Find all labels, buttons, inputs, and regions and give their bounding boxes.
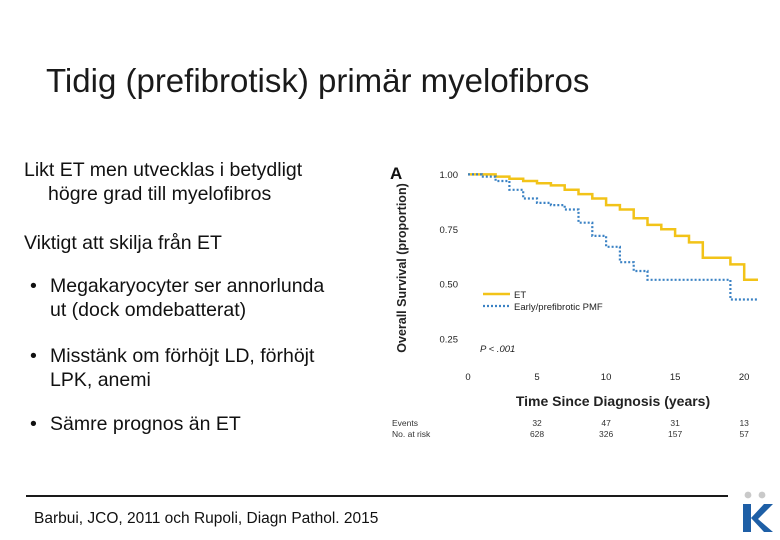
paragraph-1-line-2: högre grad till myelofibros <box>48 183 272 205</box>
x-tick-label: 5 <box>534 372 539 383</box>
risk-events-value: 47 <box>601 418 611 428</box>
survival-chart: A Overall Survival (proportion) Time Sin… <box>390 164 758 439</box>
y-tick-label: 0.25 <box>440 335 459 346</box>
bullet-1-line-2: ut (dock omdebatterat) <box>50 299 247 321</box>
bullet-3-line-1: Sämre prognos än ET <box>50 413 241 435</box>
legend: ET Early/prefibrotic PMF <box>483 290 603 313</box>
slide-title: Tidig (prefibrotisk) primär myelofibros <box>46 62 590 99</box>
y-tick-label: 0.75 <box>440 225 459 236</box>
risk-table-label-at-risk: No. at risk <box>392 429 431 439</box>
paragraph-2-line-1: Viktigt att skilja från ET <box>24 232 222 254</box>
bullet-2-line-2: LPK, anemi <box>50 369 151 391</box>
risk-table-label-events: Events <box>392 418 418 428</box>
risk-events-value: 31 <box>670 418 680 428</box>
risk-events-value: 13 <box>739 418 749 428</box>
x-tick-label: 10 <box>601 372 612 383</box>
paragraph-1: Likt ET men utvecklas i betydligt högre … <box>24 158 384 206</box>
risk-at-risk-value: 628 <box>530 429 544 439</box>
paragraph-2: Viktigt att skilja från ET <box>24 231 384 255</box>
series-line-pmf <box>468 173 758 301</box>
x-tick-label: 0 <box>465 372 470 383</box>
footer-divider <box>26 495 728 497</box>
bullet-symbol: • <box>30 275 37 297</box>
bullet-symbol: • <box>30 413 37 435</box>
legend-label-et: ET <box>514 290 526 301</box>
y-axis-label: Overall Survival (proportion) <box>395 183 409 352</box>
y-tick-label: 0.50 <box>440 280 459 291</box>
risk-at-risk-value: 326 <box>599 429 613 439</box>
risk-events-value: 32 <box>532 418 542 428</box>
series-line-et <box>468 173 758 282</box>
logo-icon <box>743 491 773 532</box>
risk-at-risk-value: 57 <box>739 429 749 439</box>
x-tick-label: 20 <box>739 372 750 383</box>
citation: Barbui, JCO, 2011 och Rupoli, Diagn Path… <box>34 510 379 527</box>
x-tick-label: 15 <box>670 372 681 383</box>
legend-label-pmf: Early/prefibrotic PMF <box>514 302 603 313</box>
x-axis-label: Time Since Diagnosis (years) <box>516 393 710 409</box>
bullet-2-line-1: Misstänk om förhöjt LD, förhöjt <box>50 345 315 367</box>
p-value: P < .001 <box>480 344 515 355</box>
risk-at-risk-value: 157 <box>668 429 682 439</box>
paragraph-1-line-1: Likt ET men utvecklas i betydligt <box>24 159 303 181</box>
bullet-1-line-1: Megakaryocyter ser annorlunda <box>50 275 325 297</box>
bullet-symbol: • <box>30 345 37 367</box>
panel-label: A <box>390 164 402 183</box>
y-tick-label: 1.00 <box>440 170 459 181</box>
